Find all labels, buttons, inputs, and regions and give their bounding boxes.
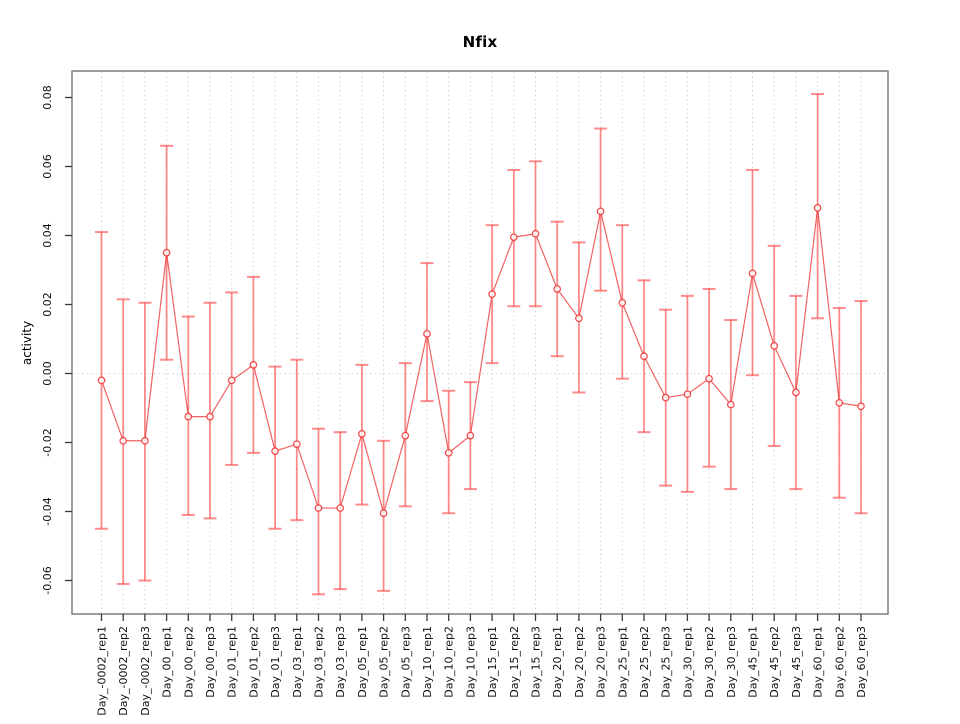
x-tick-label: Day_05_rep1	[356, 626, 369, 698]
data-point	[314, 504, 323, 512]
data-point	[857, 402, 865, 411]
data-point	[423, 329, 431, 338]
data-point	[336, 504, 345, 512]
x-tick-label: Day_00_rep1	[161, 626, 174, 698]
x-tick-label: Day_01_rep1	[226, 626, 239, 698]
y-tick-label: 0.04	[41, 223, 54, 248]
data-point	[553, 285, 562, 293]
data-line	[100, 207, 862, 516]
x-tick-label: Day_-0002_rep2	[117, 626, 130, 716]
data-point	[162, 248, 171, 257]
x-tick-label: Day_25_rep3	[660, 626, 673, 698]
y-tick-label: 0.06	[41, 154, 54, 179]
x-tick-label: Day_00_rep3	[204, 626, 217, 698]
y-tick-label: -0.06	[41, 566, 54, 594]
x-tick-label: Day_45_rep1	[747, 626, 760, 698]
x-tick-label: Day_05_rep3	[399, 626, 412, 698]
data-point	[401, 431, 410, 440]
x-tick-label: Day_01_rep2	[247, 626, 260, 698]
y-tick-label: -0.04	[41, 497, 54, 525]
chart-title: Nfix	[462, 33, 498, 51]
x-tick-label: Day_20_rep1	[551, 626, 564, 698]
x-tick-label: Day_-0002_rep3	[139, 626, 152, 716]
data-point	[466, 431, 475, 440]
x-tick-label: Day_-0002_rep1	[96, 626, 109, 716]
x-tick-label: Day_10_rep3	[464, 626, 477, 698]
y-tick-label: -0.02	[41, 428, 54, 456]
data-point	[683, 390, 692, 399]
data-point	[640, 352, 648, 361]
data-point	[97, 376, 106, 385]
x-tick-label: Day_03_rep3	[334, 626, 347, 698]
data-point	[292, 440, 301, 449]
y-tick-label: 0.08	[41, 85, 54, 110]
data-point	[141, 436, 149, 445]
y-axis-label: activity	[20, 320, 34, 366]
x-tick-label: Day_10_rep2	[443, 626, 456, 698]
data-point	[358, 430, 366, 438]
data-point	[596, 207, 605, 216]
x-tick-label: Day_60_rep3	[855, 626, 868, 698]
data-point	[184, 412, 193, 421]
data-point	[618, 298, 627, 307]
x-tick-label: Day_03_rep1	[291, 626, 304, 698]
y-tick-label: 0.02	[41, 292, 54, 317]
data-point	[488, 290, 496, 298]
data-point	[249, 361, 258, 369]
data-point	[748, 269, 757, 278]
x-tick-label: Day_30_rep2	[703, 626, 716, 698]
x-tick-label: Day_25_rep1	[616, 626, 629, 698]
data-point	[770, 342, 779, 350]
data-point	[726, 400, 735, 409]
data-point	[509, 233, 518, 242]
data-point	[575, 314, 583, 323]
data-point	[531, 229, 540, 238]
data-point	[119, 436, 128, 445]
x-tick-label: Day_20_rep2	[573, 626, 586, 698]
x-tick-label: Day_25_rep2	[638, 626, 651, 698]
data-point	[813, 204, 822, 212]
x-tick-label: Day_05_rep2	[378, 626, 391, 698]
data-point	[444, 448, 453, 457]
data-point	[379, 509, 388, 518]
x-tick-label: Day_45_rep3	[790, 626, 803, 698]
x-tick-label: Day_00_rep2	[182, 626, 195, 698]
plot-box	[71, 70, 889, 615]
x-tick-label: Day_30_rep1	[681, 626, 694, 698]
x-tick-label: Day_20_rep3	[595, 626, 608, 698]
x-tick-label: Day_10_rep1	[421, 626, 434, 698]
data-point	[227, 376, 236, 385]
data-point	[206, 412, 214, 421]
x-tick-label: Day_01_rep3	[269, 626, 282, 698]
x-tick-label: Day_60_rep1	[812, 626, 825, 698]
data-point	[792, 388, 800, 397]
x-tick-label: Day_03_rep2	[313, 626, 326, 698]
data-point	[835, 398, 844, 407]
x-tick-label: Day_30_rep3	[725, 626, 738, 698]
data-point	[705, 374, 713, 383]
data-point	[661, 393, 670, 402]
x-tick-label: Day_15_rep2	[508, 626, 521, 698]
y-tick-label: 0.00	[41, 361, 54, 386]
x-tick-label: Day_45_rep2	[768, 626, 781, 698]
x-tick-label: Day_60_rep2	[833, 626, 846, 698]
data-point	[271, 447, 279, 455]
x-tick-label: Day_15_rep1	[486, 626, 499, 698]
x-tick-label: Day_15_rep3	[530, 626, 543, 698]
